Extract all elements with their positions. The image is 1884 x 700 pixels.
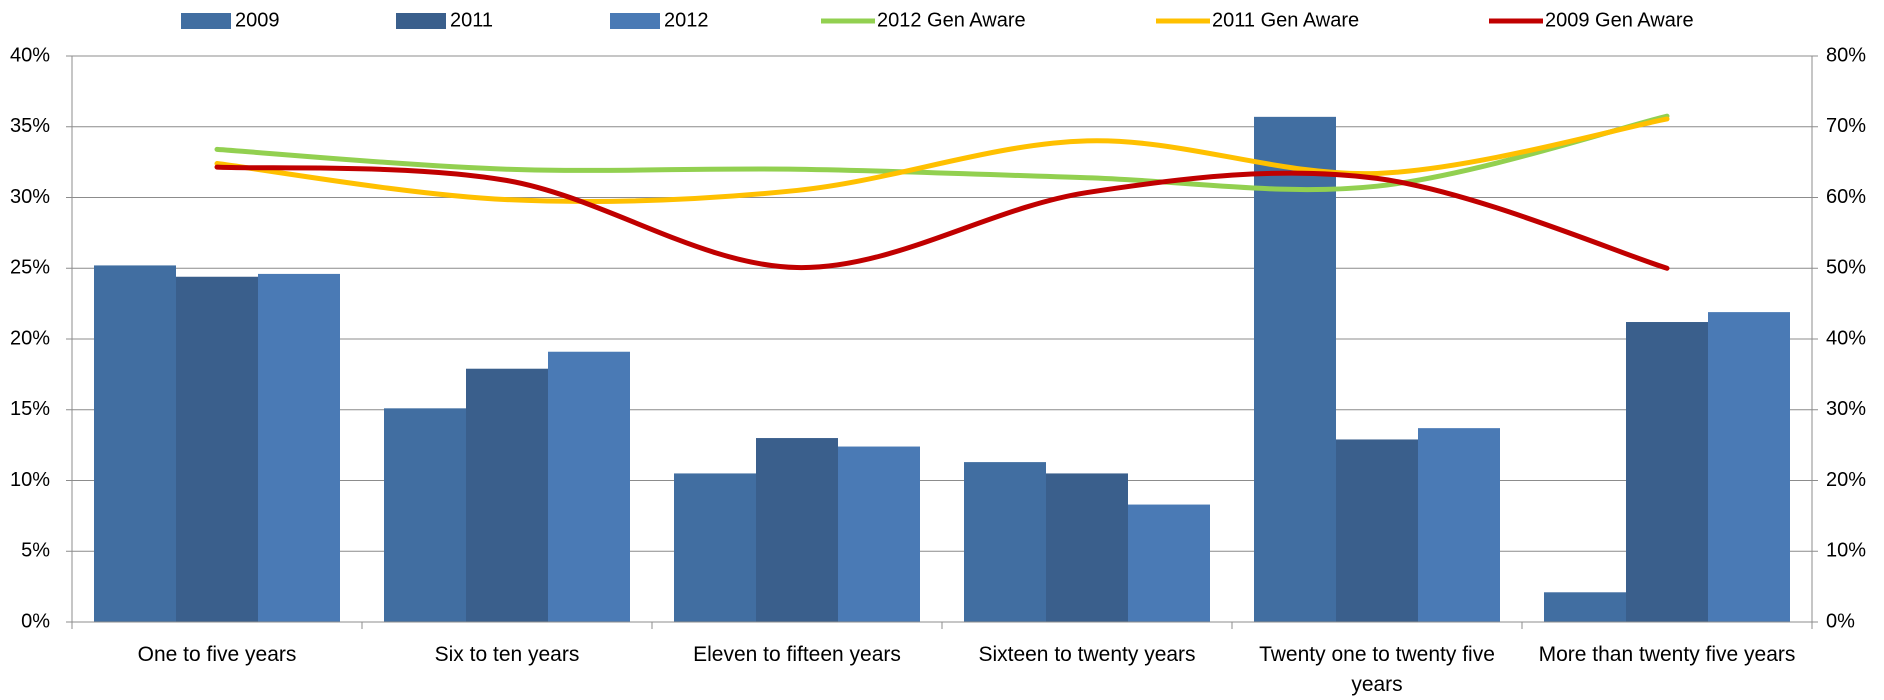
y2-tick-label: 30% (1826, 398, 1866, 420)
y2-tick-label: 10% (1826, 540, 1866, 562)
x-tick-label: Sixteen to twenty years (978, 643, 1196, 666)
y2-tick-label: 50% (1826, 257, 1866, 279)
y2-tick-label: 40% (1826, 327, 1866, 349)
y-tick-label: 10% (10, 469, 50, 491)
line-series (214, 113, 1670, 193)
legend-label: 2011 Gen Aware (1212, 9, 1359, 31)
y2-tick-label: 60% (1826, 186, 1866, 208)
bar (176, 276, 258, 622)
legend-label: 2009 Gen Aware (1545, 9, 1694, 31)
bar (1336, 439, 1418, 622)
line-series (214, 164, 1670, 271)
bar (756, 438, 838, 622)
x-tick-label: More than twenty five years (1538, 643, 1796, 666)
legend-swatch (610, 13, 660, 29)
bar (1046, 473, 1128, 622)
legend-label: 2009 (235, 9, 280, 31)
x-tick-label: One to five years (137, 643, 297, 666)
bar (964, 462, 1046, 622)
legend-label: 2012 (664, 9, 709, 31)
bar (838, 446, 920, 622)
line-series (214, 116, 1670, 204)
y-tick-label: 20% (10, 327, 50, 349)
bar (1544, 592, 1626, 622)
y-tick-label: 15% (10, 398, 50, 420)
y-tick-label: 40% (10, 44, 50, 66)
y-tick-label: 35% (10, 115, 50, 137)
y2-tick-label: 0% (1826, 610, 1855, 632)
y-tick-label: 25% (10, 257, 50, 279)
legend-swatch (396, 13, 446, 29)
bar (1254, 116, 1336, 622)
x-tick-label: Twenty one to twenty five years (1259, 643, 1495, 696)
y2-tick-label: 70% (1826, 115, 1866, 137)
bar (94, 265, 176, 622)
bar (1418, 428, 1500, 622)
y-tick-label: 5% (21, 540, 50, 562)
bar (674, 473, 756, 622)
y-tick-label: 30% (10, 186, 50, 208)
x-tick-label: Six to ten years (434, 643, 580, 666)
bar (466, 368, 548, 622)
bar (258, 273, 340, 622)
y2-tick-label: 80% (1826, 44, 1866, 66)
x-tick-label: Eleven to fifteen years (693, 643, 901, 666)
legend-label: 2012 Gen Aware (877, 9, 1026, 31)
bar (548, 351, 630, 622)
bar (1626, 322, 1708, 622)
bar (1708, 312, 1790, 622)
y2-tick-label: 20% (1826, 469, 1866, 491)
y-tick-label: 0% (21, 610, 50, 632)
legend-label: 2011 (450, 9, 493, 31)
bar (384, 408, 466, 622)
bar (1128, 504, 1210, 622)
legend-swatch (181, 13, 231, 29)
